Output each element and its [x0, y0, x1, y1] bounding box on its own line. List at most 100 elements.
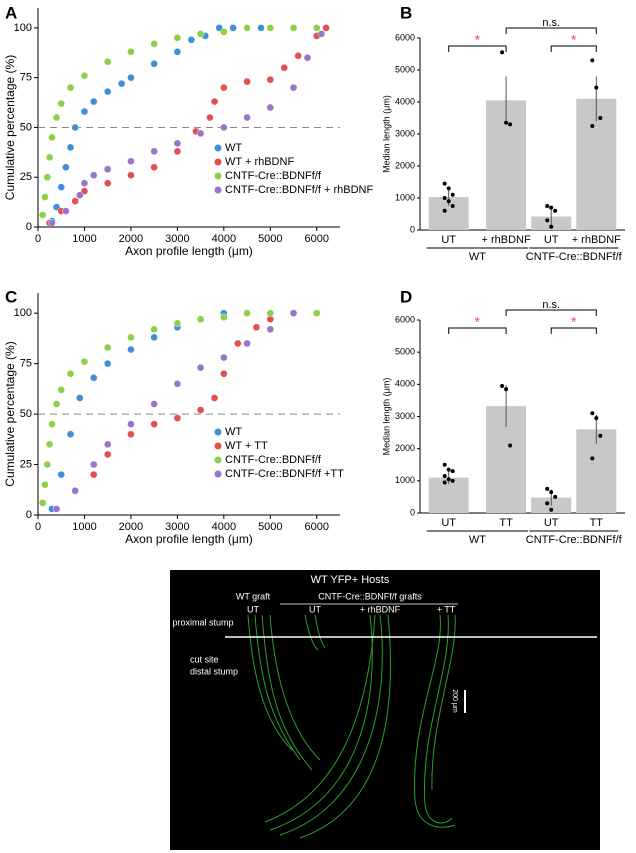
y-tick-label: 0 — [26, 221, 32, 233]
point — [313, 309, 321, 317]
point — [90, 470, 98, 479]
bracket — [550, 327, 597, 334]
point — [210, 97, 219, 106]
group-label: CNTF-Cre::BDNFf/f — [526, 534, 623, 546]
point — [62, 207, 70, 215]
y-tick-label: 25 — [20, 171, 32, 183]
legend-label: CNTF-Cre::BDNFf/f — [225, 454, 322, 466]
dot — [545, 501, 550, 506]
dot — [500, 383, 505, 388]
condition: UT — [247, 604, 259, 614]
point — [103, 165, 112, 173]
point — [243, 339, 251, 348]
dot — [450, 192, 455, 197]
dot — [590, 411, 595, 416]
legend-marker — [214, 442, 222, 450]
point — [220, 353, 228, 362]
point — [127, 48, 135, 56]
y-tick-label: 4000 — [395, 379, 415, 389]
point — [90, 97, 98, 106]
point — [303, 54, 312, 62]
panel-title: WT YFP+ Hosts — [311, 574, 390, 586]
point — [150, 163, 158, 171]
point — [150, 325, 158, 334]
annotation: * — [571, 32, 577, 48]
point — [173, 147, 182, 156]
point — [220, 83, 228, 92]
point — [90, 460, 98, 469]
dot — [442, 462, 447, 467]
dot — [590, 456, 595, 461]
point — [80, 107, 89, 116]
point — [103, 179, 112, 187]
point — [294, 52, 302, 60]
x-tick-label: TT — [499, 517, 513, 529]
point — [71, 123, 79, 132]
dot — [450, 469, 455, 474]
dot — [590, 58, 595, 63]
point — [220, 370, 228, 378]
point — [266, 325, 275, 334]
dot — [508, 122, 513, 127]
point — [41, 481, 49, 489]
point — [66, 370, 75, 378]
point — [210, 394, 219, 402]
point — [45, 440, 54, 449]
point — [43, 460, 51, 469]
x-tick-label: 0 — [35, 233, 41, 245]
point — [57, 183, 65, 191]
y-tick-label: 50 — [20, 121, 32, 133]
x-tick-label: 5000 — [258, 233, 282, 245]
point — [52, 400, 61, 408]
column-header: WT graft — [236, 591, 271, 601]
point — [150, 400, 158, 408]
x-tick-label: 4000 — [212, 521, 236, 533]
dot — [553, 494, 558, 499]
dot — [598, 433, 603, 438]
point — [103, 440, 112, 449]
point — [103, 87, 112, 96]
point — [90, 171, 98, 179]
legend-marker — [214, 186, 222, 194]
point — [76, 191, 84, 199]
point — [103, 359, 112, 368]
dot — [442, 474, 447, 479]
point — [150, 147, 158, 156]
legend-label: WT — [225, 142, 242, 154]
condition: + rhBDNF — [360, 604, 401, 614]
legend-label: WT — [225, 426, 242, 438]
condition: + TT — [437, 604, 456, 614]
y-tick-label: 50 — [20, 408, 32, 420]
x-axis-label: Axon profile length (μm) — [125, 532, 253, 546]
dot — [442, 480, 447, 485]
legend-label: WT + rhBDNF — [225, 156, 294, 168]
point — [57, 386, 65, 394]
x-tick-label: + rhBDNF — [481, 234, 530, 246]
group-label: CNTF-Cre::BDNFf/f — [526, 251, 623, 263]
point — [206, 113, 214, 122]
point — [103, 343, 112, 352]
point — [52, 113, 61, 122]
dot — [504, 387, 509, 392]
y-tick-label: 5000 — [395, 64, 415, 74]
x-tick-label: 0 — [35, 521, 41, 533]
y-tick-label: 6000 — [395, 314, 415, 324]
point — [173, 34, 182, 42]
y-tick-label: 5000 — [395, 347, 415, 357]
point — [127, 333, 135, 342]
dot — [598, 116, 603, 120]
y-axis-label: Cumulative percentage (%) — [3, 341, 17, 486]
y-axis-label: Median length (μm) — [381, 378, 391, 456]
y-axis-label: Cumulative percentage (%) — [3, 55, 17, 200]
dot — [450, 204, 455, 208]
point — [266, 75, 275, 84]
point — [289, 24, 298, 32]
point — [38, 211, 47, 219]
x-tick-label: 3000 — [165, 233, 189, 245]
x-tick-label: UT — [544, 234, 559, 246]
dot — [446, 467, 451, 472]
legend-label: CNTF-Cre::BDNFf/f — [225, 170, 322, 182]
panel-label: E — [174, 595, 180, 605]
point — [66, 430, 75, 438]
dot — [545, 218, 550, 223]
